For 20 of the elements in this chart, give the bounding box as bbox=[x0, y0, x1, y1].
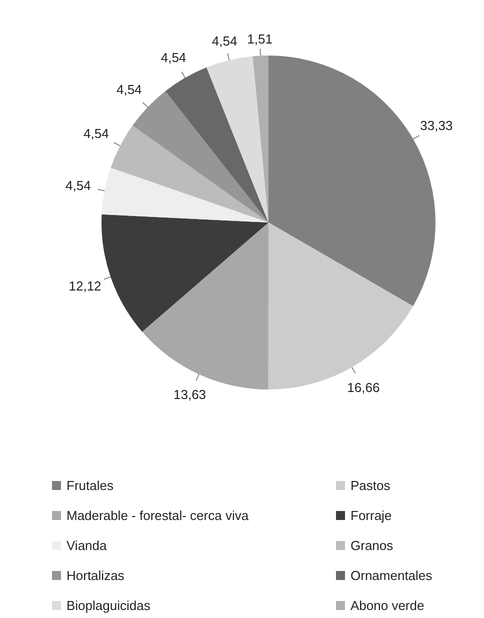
data-label: 12,12 bbox=[68, 278, 102, 294]
data-label: 4,54 bbox=[116, 82, 142, 97]
legend-label: Granos bbox=[350, 538, 394, 553]
data-label: 4,54 bbox=[84, 126, 109, 141]
data-label: 4,54 bbox=[160, 50, 186, 66]
data-label: 16,66 bbox=[347, 380, 380, 395]
legend-label: Pastos bbox=[350, 478, 391, 493]
legend-label: Maderable - forestal- cerca viva bbox=[66, 508, 250, 523]
legend-label: Hortalizas bbox=[66, 568, 125, 583]
legend-label: Abono verde bbox=[350, 598, 424, 613]
legend-label: Forraje bbox=[350, 508, 392, 523]
legend-label: Ornamentales bbox=[350, 568, 433, 583]
data-label: 1,51 bbox=[247, 31, 272, 46]
data-label: 13,63 bbox=[174, 386, 206, 402]
legend-label: Vianda bbox=[66, 538, 108, 553]
data-label: 33,33 bbox=[420, 118, 453, 134]
data-label: 4,54 bbox=[212, 34, 238, 49]
data-label: 4,54 bbox=[66, 178, 91, 194]
legend-label: Bioplaguicidas bbox=[66, 598, 151, 613]
legend-label: Frutales bbox=[66, 478, 114, 493]
